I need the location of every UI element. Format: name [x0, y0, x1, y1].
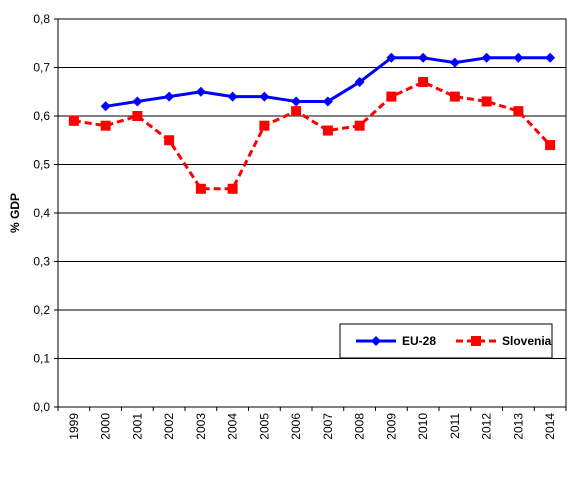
- x-tick-label: 2000: [99, 413, 113, 440]
- data-point-slovenia: [68, 115, 79, 126]
- x-tick-label: 1999: [67, 413, 81, 440]
- data-point-eu-28: [259, 91, 270, 102]
- y-tick-label: 0,6: [33, 109, 50, 123]
- data-point-slovenia: [513, 106, 524, 117]
- y-tick-label: 0,2: [33, 303, 50, 317]
- x-tick-label: 2002: [162, 413, 176, 440]
- y-tick-label: 0,0: [33, 400, 50, 414]
- x-tick-label: 2009: [384, 413, 398, 440]
- data-point-slovenia: [418, 77, 429, 88]
- data-point-slovenia: [386, 91, 397, 102]
- x-tick-label: 2005: [257, 413, 271, 440]
- legend-swatch-marker-eu-28: [371, 336, 381, 346]
- data-point-slovenia: [164, 135, 175, 146]
- series-layer: [68, 52, 556, 194]
- series-slovenia: [68, 77, 556, 194]
- x-axis-ticks: 1999 2000 2001 2002 2003 2004 2005 2006 2007 2008…: [57, 407, 567, 440]
- legend: EU-28 Slovenia: [339, 323, 553, 359]
- data-point-eu-28: [386, 52, 397, 63]
- y-tick-label: 0,8: [33, 12, 50, 26]
- y-axis-ticks: 0,0 0,1 0,2 0,3 0,4 0,5 0,6 0,7 0,8: [33, 12, 58, 414]
- data-point-slovenia: [100, 120, 111, 131]
- data-point-eu-28: [100, 101, 111, 112]
- x-tick-label: 2001: [130, 413, 144, 440]
- data-point-slovenia: [545, 140, 556, 151]
- y-tick-label: 0,3: [33, 255, 50, 269]
- data-point-slovenia: [322, 125, 333, 136]
- data-point-slovenia: [132, 111, 143, 121]
- data-point-slovenia: [354, 120, 365, 131]
- legend-swatch-marker-slovenia: [471, 336, 481, 346]
- x-tick-label: 2011: [448, 413, 462, 439]
- data-point-eu-28: [132, 96, 143, 107]
- series-line-slovenia: [73, 80, 552, 191]
- y-tick-label: 0,7: [33, 61, 50, 75]
- data-point-eu-28: [481, 52, 492, 63]
- data-point-eu-28: [354, 77, 365, 88]
- x-tick-label: 2014: [543, 413, 557, 440]
- data-point-eu-28: [418, 52, 429, 63]
- legend-label-eu-28: EU-28: [402, 334, 436, 348]
- x-tick-label: 2004: [226, 413, 240, 440]
- data-point-slovenia: [481, 96, 492, 107]
- y-tick-label: 0,1: [33, 352, 50, 366]
- data-point-eu-28: [513, 52, 524, 63]
- data-point-eu-28: [195, 86, 206, 97]
- data-point-eu-28: [449, 57, 460, 68]
- x-tick-label: 2013: [511, 413, 525, 440]
- x-tick-label: 2006: [289, 413, 303, 440]
- data-point-slovenia: [195, 183, 206, 194]
- x-tick-label: 2008: [353, 413, 367, 440]
- x-tick-label: 2007: [321, 413, 335, 440]
- data-point-eu-28: [291, 96, 302, 107]
- data-point-eu-28: [227, 91, 238, 102]
- series-eu-28: [100, 52, 556, 112]
- y-axis-title: % GDP: [8, 193, 22, 233]
- x-tick-label: 2003: [194, 413, 208, 440]
- y-tick-label: 0,4: [33, 206, 50, 220]
- data-point-slovenia: [259, 120, 270, 131]
- data-point-slovenia: [449, 91, 460, 102]
- legend-label-slovenia: Slovenia: [502, 334, 552, 348]
- data-point-eu-28: [322, 96, 333, 107]
- data-point-slovenia: [291, 106, 302, 117]
- data-point-eu-28: [545, 52, 556, 63]
- x-tick-label: 2012: [480, 413, 494, 440]
- data-point-slovenia: [227, 183, 238, 194]
- y-tick-label: 0,5: [33, 158, 50, 172]
- data-point-eu-28: [164, 91, 175, 102]
- x-tick-label: 2010: [416, 413, 430, 440]
